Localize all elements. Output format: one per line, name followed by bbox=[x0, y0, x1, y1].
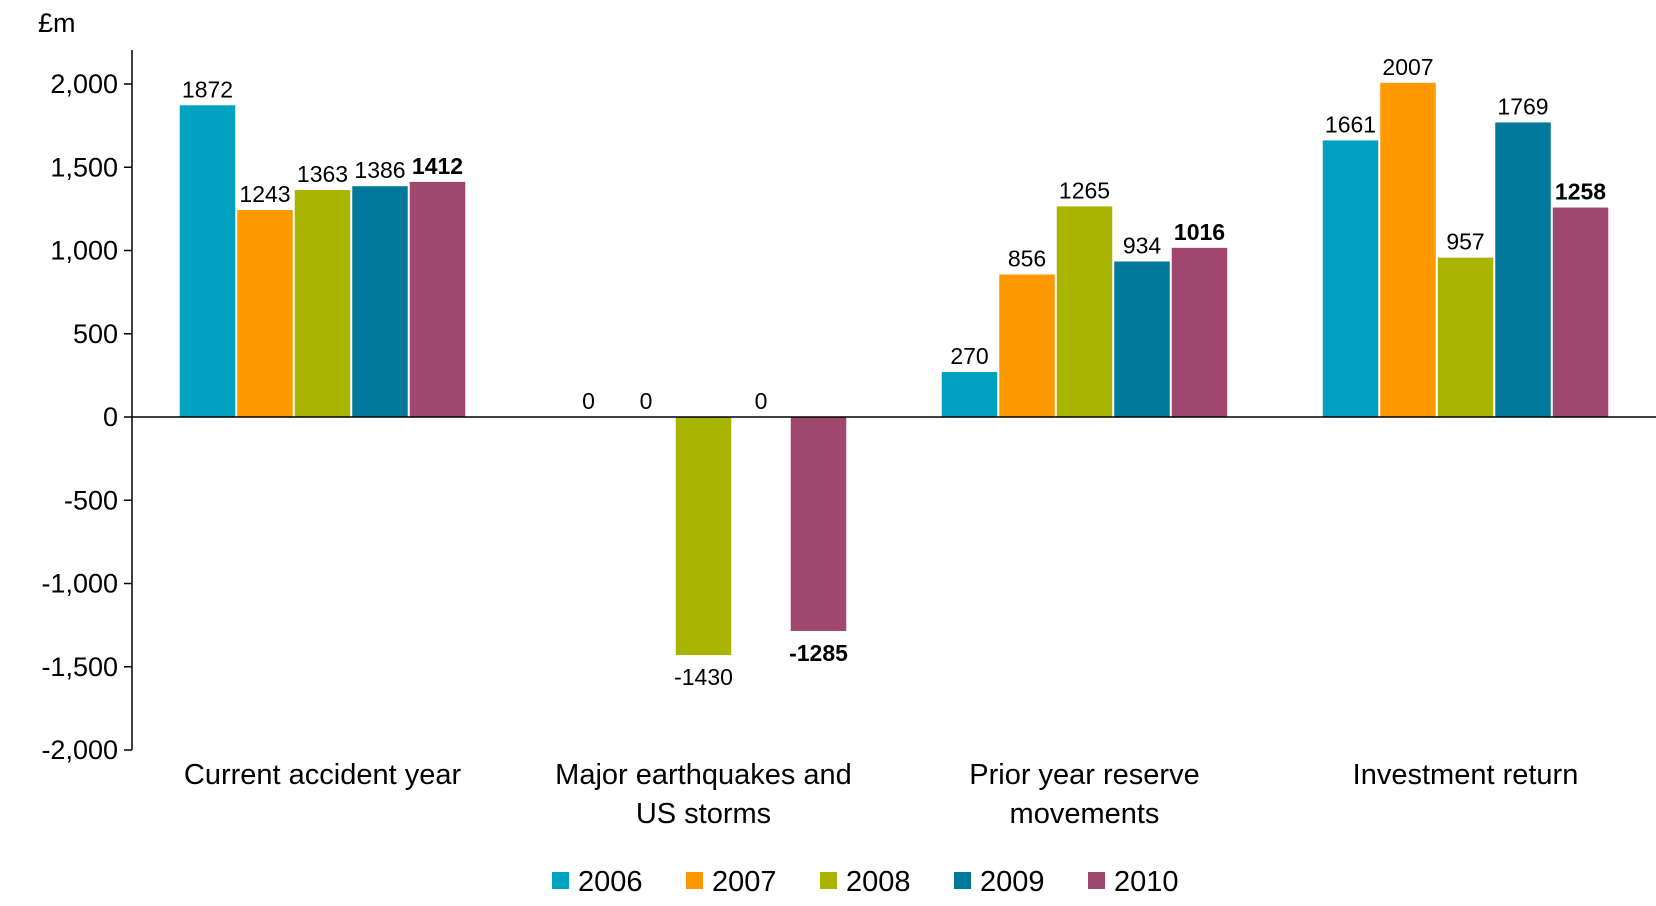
data-label-2010-cat-1: -1285 bbox=[789, 640, 848, 666]
y-tick-label: 2,000 bbox=[50, 69, 118, 99]
data-label-2006-cat-2: 270 bbox=[950, 343, 988, 369]
data-label-2008-cat-0: 1363 bbox=[297, 161, 348, 187]
bar-2009-cat-0 bbox=[352, 186, 408, 417]
data-label-2008-cat-2: 1265 bbox=[1059, 177, 1110, 203]
data-label-2007-cat-3: 2007 bbox=[1382, 54, 1433, 80]
category-label: Current accident year bbox=[184, 759, 462, 791]
y-tick-label: -500 bbox=[64, 485, 118, 515]
data-label-2008-cat-1: -1430 bbox=[674, 664, 733, 690]
bar-2009-cat-3 bbox=[1495, 122, 1551, 418]
category-label: Prior year reserve bbox=[969, 759, 1199, 791]
bar-2008-cat-1 bbox=[675, 417, 732, 656]
legend-label-2009: 2009 bbox=[980, 866, 1045, 898]
legend-swatch-2006 bbox=[552, 872, 569, 889]
bar-2007-cat-0 bbox=[237, 210, 293, 417]
bar-2009-cat-2 bbox=[1114, 261, 1170, 417]
legend-label-2007: 2007 bbox=[712, 866, 777, 898]
y-axis-unit-label: £m bbox=[38, 8, 76, 38]
data-label-2010-cat-3: 1258 bbox=[1555, 179, 1606, 205]
data-label-2006-cat-0: 1872 bbox=[182, 76, 233, 102]
category-label: Investment return bbox=[1353, 759, 1579, 791]
legend-label-2006: 2006 bbox=[578, 866, 643, 898]
data-label-2010-cat-0: 1412 bbox=[412, 153, 463, 179]
bar-2010-cat-3 bbox=[1552, 207, 1609, 417]
data-label-2009-cat-3: 1769 bbox=[1497, 93, 1548, 119]
bar-2008-cat-0 bbox=[294, 190, 351, 417]
data-label-2010-cat-2: 1016 bbox=[1174, 219, 1225, 245]
bar-2008-cat-2 bbox=[1056, 206, 1113, 417]
legend-label-2008: 2008 bbox=[846, 866, 911, 898]
y-tick-label: 500 bbox=[73, 319, 118, 349]
legend-swatch-2007 bbox=[686, 872, 703, 889]
y-tick-label: 0 bbox=[103, 402, 118, 432]
category-label: movements bbox=[1010, 798, 1160, 830]
legend-swatch-2010 bbox=[1088, 872, 1105, 889]
bar-2006-cat-3 bbox=[1322, 140, 1379, 418]
bar-2008-cat-3 bbox=[1437, 257, 1494, 417]
bar-2010-cat-1 bbox=[790, 417, 847, 631]
data-label-2006-cat-1: 0 bbox=[582, 388, 595, 414]
legend-swatch-2008 bbox=[820, 872, 837, 889]
bar-2006-cat-0 bbox=[179, 105, 236, 417]
y-tick-label: -1,000 bbox=[41, 569, 118, 599]
data-label-2007-cat-2: 856 bbox=[1008, 245, 1046, 271]
bar-2010-cat-0 bbox=[409, 181, 466, 417]
data-label-2006-cat-3: 1661 bbox=[1325, 111, 1376, 137]
data-label-2008-cat-3: 957 bbox=[1446, 229, 1484, 255]
bar-2010-cat-2 bbox=[1171, 247, 1228, 417]
data-label-2009-cat-1: 0 bbox=[755, 388, 768, 414]
category-label: US storms bbox=[636, 798, 771, 830]
category-label: Major earthquakes and bbox=[555, 759, 852, 791]
data-label-2007-cat-0: 1243 bbox=[239, 181, 290, 207]
y-tick-label: 1,500 bbox=[50, 152, 118, 182]
bar-2006-cat-2 bbox=[941, 372, 998, 417]
legend-swatch-2009 bbox=[954, 872, 971, 889]
data-label-2009-cat-0: 1386 bbox=[354, 157, 405, 183]
data-label-2009-cat-2: 934 bbox=[1123, 232, 1162, 258]
bar-2007-cat-3 bbox=[1380, 82, 1436, 417]
y-tick-label: 1,000 bbox=[50, 236, 118, 266]
bar-2007-cat-2 bbox=[999, 274, 1055, 417]
y-tick-label: -2,000 bbox=[41, 735, 118, 765]
y-tick-label: -1,500 bbox=[41, 652, 118, 682]
legend-label-2010: 2010 bbox=[1114, 866, 1179, 898]
data-label-2007-cat-1: 0 bbox=[640, 388, 653, 414]
